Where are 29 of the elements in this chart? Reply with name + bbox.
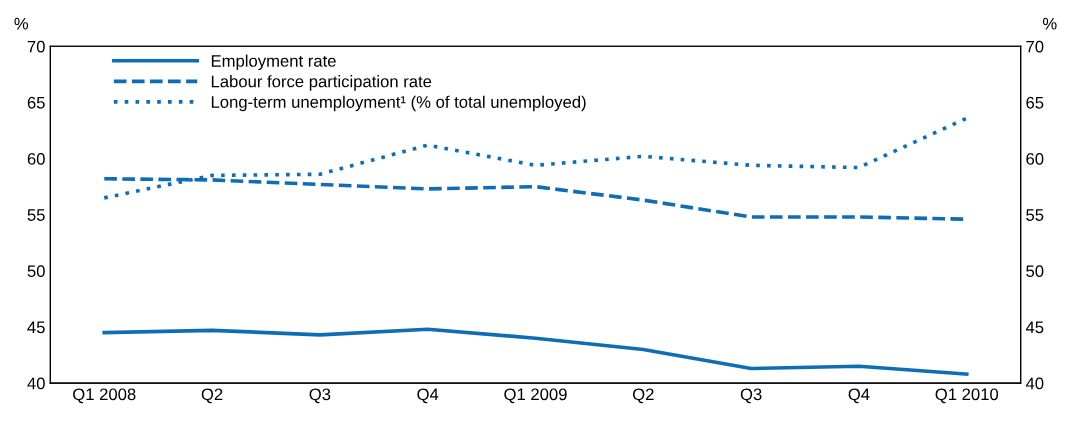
legend-label: Employment rate: [211, 54, 336, 71]
y2-tick-label: 60: [1026, 152, 1044, 165]
x-tick-label: Q2: [201, 388, 223, 404]
y-tick-label: 40: [27, 377, 45, 390]
x-tick-label: Q1 2009: [504, 388, 567, 404]
y2-tick-label: 45: [1025, 321, 1044, 334]
y2-tick-label: 65: [1026, 96, 1044, 109]
y-tick-label: 55: [27, 209, 45, 221]
y2-tick-label: 50: [1026, 265, 1044, 278]
x-tick-label: Q1 2010: [935, 388, 999, 404]
y-axis-title: %: [14, 17, 29, 30]
y-tick-label: 60: [27, 152, 45, 165]
y2-tick-label: 55: [1026, 209, 1044, 221]
x-tick-label: Q4: [417, 388, 439, 404]
x-tick-label: Q4: [848, 388, 870, 404]
y-tick-label: 65: [27, 96, 45, 109]
legend-label: Long-term unemployment¹ (% of total unemployed): [211, 95, 586, 112]
x-tick-label: Q1 2008: [73, 388, 136, 404]
y-tick-label: 50: [27, 265, 45, 278]
x-tick-label: Q3: [309, 388, 331, 404]
y2-tick-label: 40: [1025, 377, 1044, 390]
y-tick-label: 45: [27, 321, 45, 334]
y-tick-label: 70: [27, 40, 45, 53]
x-tick-label: Q3: [740, 388, 762, 404]
legend-label: Labour force participation rate: [211, 75, 432, 91]
y2-axis-title: %: [1042, 17, 1057, 30]
y2-tick-label: 70: [1026, 40, 1044, 53]
x-tick-label: Q2: [632, 388, 654, 404]
line-series: [102, 327, 969, 376]
